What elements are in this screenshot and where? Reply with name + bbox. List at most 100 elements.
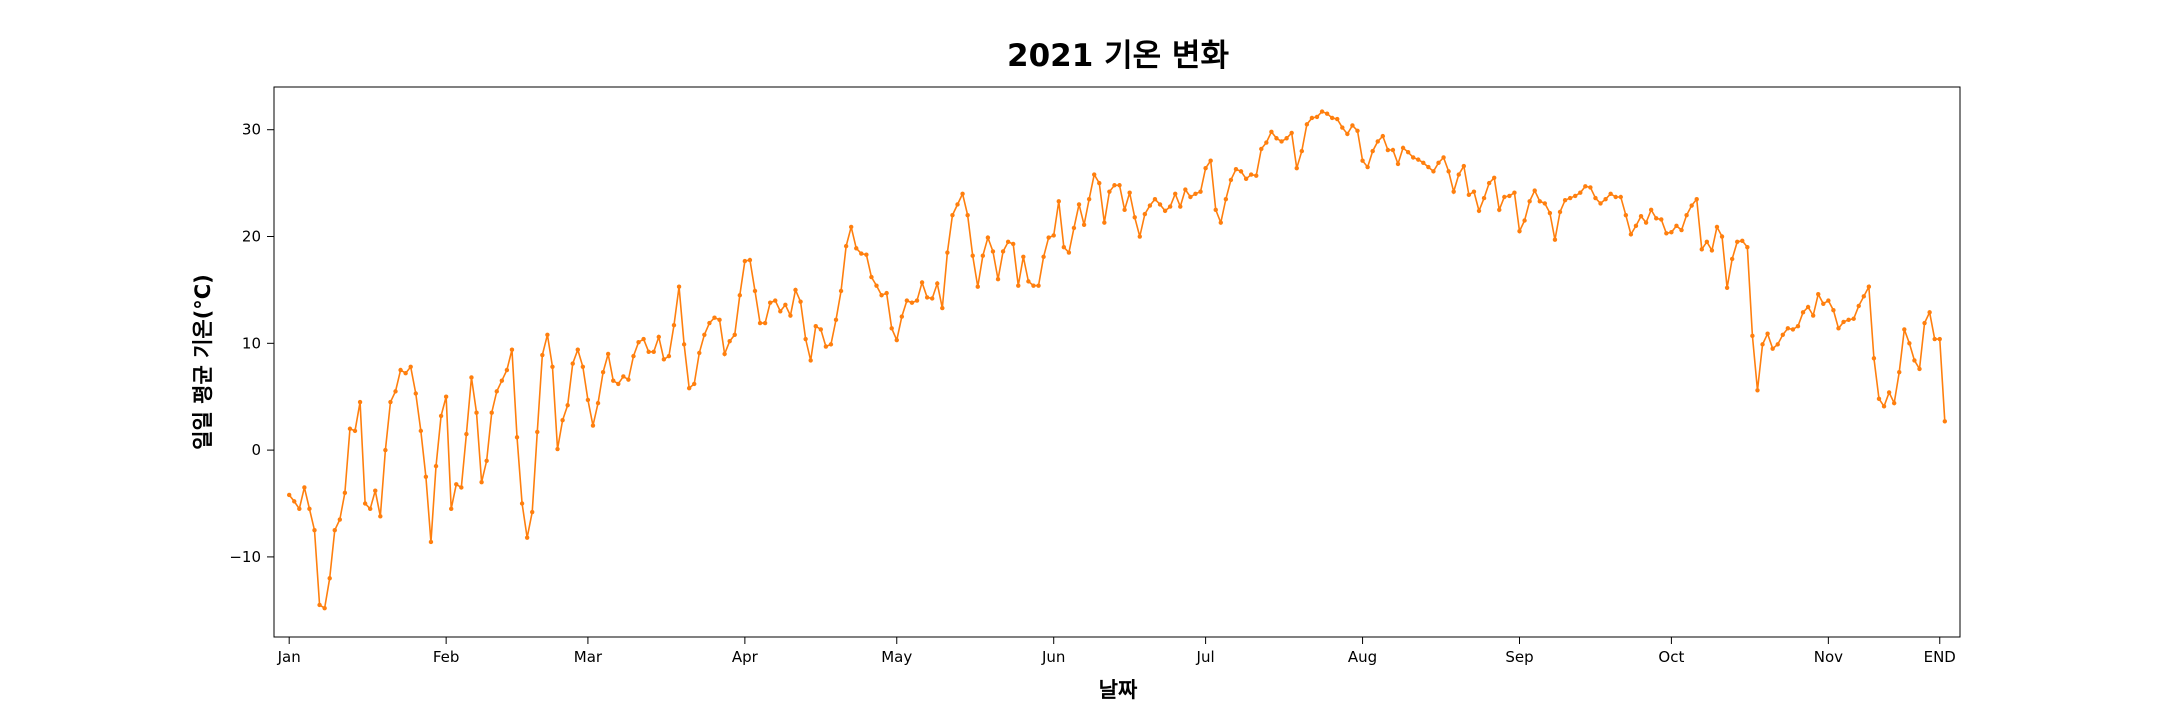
x-tick-label: Sep	[1505, 648, 1533, 666]
data-point	[408, 364, 413, 370]
data-point	[297, 506, 302, 512]
data-point	[1416, 157, 1421, 162]
data-point	[747, 257, 753, 263]
data-point	[1385, 147, 1391, 153]
data-point	[879, 293, 884, 298]
data-point	[403, 371, 408, 376]
data-point	[955, 202, 960, 207]
data-point	[980, 253, 986, 258]
data-point	[930, 296, 935, 301]
data-point	[1567, 195, 1573, 201]
data-point	[1689, 203, 1694, 208]
data-point	[494, 389, 499, 394]
data-point	[1709, 248, 1715, 253]
data-point	[727, 338, 732, 344]
data-point	[1481, 195, 1487, 201]
data-point	[676, 284, 682, 289]
data-point	[1193, 191, 1198, 196]
data-point	[1760, 342, 1765, 347]
data-point	[1360, 158, 1365, 163]
data-point	[1881, 404, 1887, 409]
y-axis: −10 0 10 20 30	[229, 121, 274, 566]
data-point	[1436, 160, 1441, 166]
data-point	[1841, 319, 1846, 325]
data-point	[1228, 177, 1234, 183]
data-point	[1097, 180, 1102, 186]
data-point	[1476, 208, 1482, 214]
data-point	[1365, 164, 1370, 170]
x-tick-label: Oct	[1658, 648, 1684, 666]
data-point	[732, 332, 737, 337]
data-point	[398, 367, 403, 373]
x-tick-label: Mar	[574, 648, 603, 666]
data-point	[1724, 285, 1730, 290]
data-point	[1623, 212, 1629, 218]
data-point	[1745, 244, 1750, 250]
data-point	[590, 423, 596, 428]
data-point	[286, 492, 292, 498]
plot-area-frame	[273, 86, 1961, 638]
data-point	[1922, 320, 1927, 326]
x-axis: Jan Feb Mar Apr May Jun Jul Aug Sep Oct Nov END	[277, 637, 1956, 666]
data-point	[712, 315, 717, 320]
data-point	[1643, 220, 1649, 225]
data-point	[327, 576, 332, 581]
data-point	[707, 320, 712, 326]
data-point	[889, 326, 894, 331]
data-point	[1314, 114, 1320, 120]
data-point	[1826, 298, 1831, 303]
data-point	[1750, 333, 1755, 339]
data-point	[1907, 341, 1912, 346]
data-point	[428, 539, 434, 545]
data-point	[423, 474, 429, 480]
data-point	[1917, 366, 1922, 372]
data-point	[767, 300, 773, 305]
data-point	[1071, 225, 1077, 231]
data-point	[869, 274, 874, 280]
data-point	[1304, 122, 1310, 127]
data-point	[1735, 239, 1740, 245]
data-point	[1041, 254, 1046, 260]
data-point	[1684, 212, 1689, 218]
data-point	[1810, 313, 1816, 318]
data-point	[1512, 190, 1517, 195]
data-point	[945, 250, 950, 255]
data-point	[626, 377, 631, 382]
x-tick-label: Feb	[433, 648, 460, 666]
data-point	[833, 317, 839, 323]
data-point	[545, 332, 550, 337]
data-point	[1562, 198, 1568, 203]
data-point	[378, 514, 383, 519]
data-point	[899, 314, 905, 319]
data-point	[1669, 230, 1674, 235]
data-point	[848, 224, 854, 230]
data-point	[1547, 210, 1553, 216]
data-point	[1866, 284, 1872, 289]
data-point	[347, 426, 353, 431]
data-point	[666, 353, 672, 359]
x-tick-label: Nov	[1814, 648, 1843, 666]
data-point	[570, 361, 575, 366]
data-point	[823, 344, 829, 349]
data-point	[686, 385, 692, 391]
data-point	[1674, 223, 1679, 229]
data-point	[1157, 202, 1163, 207]
data-point	[778, 309, 783, 314]
data-point	[884, 290, 889, 296]
data-point	[985, 235, 991, 240]
data-point	[1927, 310, 1932, 315]
data-point	[1588, 185, 1593, 190]
data-point	[1152, 196, 1158, 202]
data-point	[1876, 396, 1882, 402]
data-point	[681, 342, 687, 347]
data-point	[611, 378, 616, 383]
data-point	[1294, 165, 1299, 171]
data-point	[1335, 116, 1340, 122]
data-point	[600, 369, 606, 375]
data-point	[793, 287, 798, 293]
data-point	[352, 428, 358, 434]
data-point	[1046, 235, 1051, 240]
data-point	[783, 302, 788, 308]
data-point	[1421, 160, 1426, 166]
